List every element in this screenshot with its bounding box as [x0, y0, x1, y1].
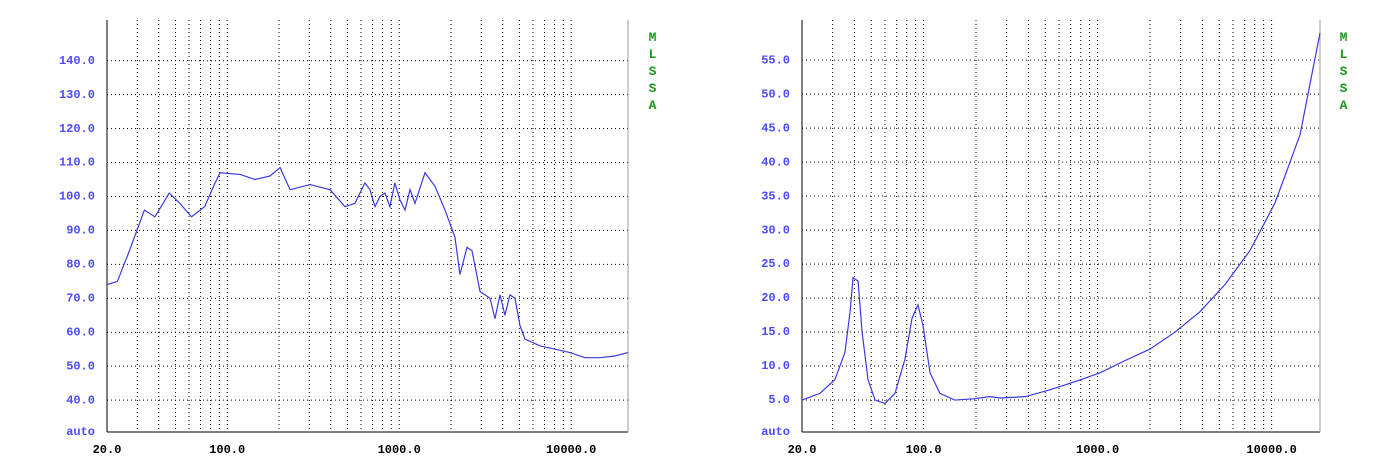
- y-tick-label: 80.0: [66, 258, 95, 272]
- x-tick-label: 1000.0: [1076, 443, 1119, 457]
- y-tick-label: 120.0: [59, 122, 95, 136]
- x-tick-label: 1000.0: [378, 443, 421, 457]
- x-tick-label: 20.0: [93, 443, 122, 457]
- watermark: MLSSA: [1336, 30, 1351, 115]
- y-tick-label: 40.0: [761, 155, 790, 169]
- y-tick-label: 90.0: [66, 224, 95, 238]
- y-tick-label: 10.0: [761, 359, 790, 373]
- x-tick-label: 100.0: [209, 443, 245, 457]
- y-tick-label: 70.0: [66, 291, 95, 305]
- y-tick-label: 60.0: [66, 325, 95, 339]
- y-tick-label: 35.0: [761, 189, 790, 203]
- y-tick-label: 55.0: [761, 53, 790, 67]
- y-tick-label: 40.0: [66, 393, 95, 407]
- y-tick-label: 130.0: [59, 88, 95, 102]
- x-tick-label: 10000.0: [546, 443, 596, 457]
- y-tick-label: 110.0: [59, 156, 95, 170]
- watermark: MLSSA: [645, 30, 660, 115]
- x-tick-label: 10000.0: [1246, 443, 1296, 457]
- y-tick-label: 140.0: [59, 54, 95, 68]
- y-tick-label: 50.0: [761, 87, 790, 101]
- y-tick-label: auto: [66, 425, 95, 439]
- y-tick-label: auto: [761, 425, 790, 439]
- y-tick-label: 25.0: [761, 257, 790, 271]
- y-tick-label: 45.0: [761, 121, 790, 135]
- data-line: [801, 32, 1321, 405]
- y-tick-label: 5.0: [768, 393, 790, 407]
- y-tick-label: 30.0: [761, 223, 790, 237]
- y-tick-label: 50.0: [66, 359, 95, 373]
- y-tick-label: 15.0: [761, 325, 790, 339]
- y-tick-label: 100.0: [59, 190, 95, 204]
- x-tick-label: 20.0: [788, 443, 817, 457]
- data-line: [106, 166, 629, 359]
- y-tick-label: 20.0: [761, 291, 790, 305]
- x-tick-label: 100.0: [906, 443, 942, 457]
